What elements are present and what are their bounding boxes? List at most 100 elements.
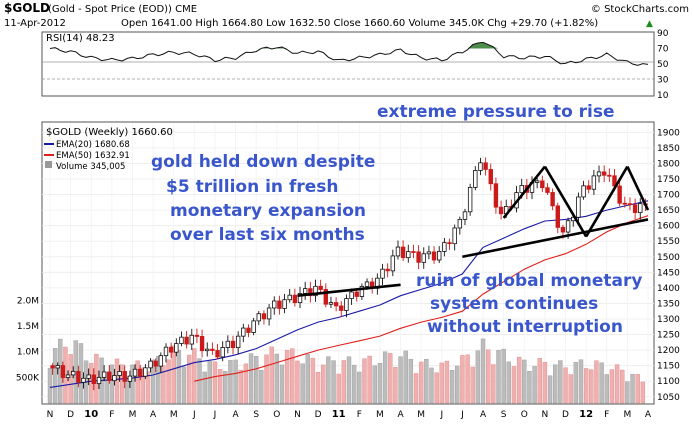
candle — [406, 251, 411, 259]
candle — [76, 370, 81, 383]
volume-bar — [609, 369, 615, 404]
candle — [442, 242, 447, 252]
volume-bar — [279, 364, 285, 404]
candle — [55, 365, 60, 369]
candle — [617, 185, 622, 204]
candle — [586, 185, 591, 190]
x-tick: M — [417, 410, 425, 420]
volume-bar — [403, 350, 408, 404]
candles — [50, 157, 648, 391]
annotation-right-3: without interruption — [427, 317, 623, 337]
candle — [395, 246, 401, 257]
candle — [400, 246, 406, 259]
rsi-label: RSI(14) 48.23 — [46, 33, 115, 44]
candle — [101, 371, 107, 378]
volume-bar — [480, 338, 486, 404]
x-tick: 11 — [332, 409, 346, 420]
ema20-label: EMA(20) 1680.68 — [56, 140, 130, 150]
candle — [194, 334, 200, 337]
price-tick: 1150 — [657, 362, 680, 372]
volume-bar — [408, 359, 414, 404]
volume-bar — [382, 351, 388, 404]
volume-bar — [109, 364, 115, 404]
x-tick: A — [233, 410, 240, 420]
candle — [292, 294, 298, 304]
volume-bar — [485, 349, 491, 404]
volume-bar — [362, 358, 367, 404]
x-tick: A — [150, 410, 157, 420]
volume-bar — [635, 374, 640, 404]
volume-bar — [558, 360, 563, 404]
candle — [168, 346, 174, 353]
x-tick: O — [273, 410, 280, 420]
rsi-tick: 10 — [657, 91, 669, 101]
rsi-tick: 70 — [657, 45, 669, 55]
price-tick: 1300 — [657, 315, 680, 325]
volume-bar — [192, 348, 197, 404]
candle — [112, 375, 117, 382]
candle — [354, 291, 359, 297]
candle — [323, 289, 329, 305]
x-tick: J — [460, 410, 464, 420]
volume-bar — [47, 368, 53, 404]
volume-bar — [150, 359, 156, 404]
trendlines — [297, 165, 650, 297]
x-tick: J — [192, 410, 196, 420]
volume-bar — [568, 374, 573, 404]
price-tick: 1900 — [657, 128, 680, 138]
trendline — [462, 218, 649, 259]
candle — [143, 367, 148, 377]
rsi-series — [49, 41, 649, 66]
volume-swatch — [45, 161, 52, 168]
candle — [127, 375, 133, 382]
candle — [591, 175, 597, 190]
x-tick: 12 — [579, 409, 593, 420]
candle — [215, 350, 220, 358]
x-tick: F — [109, 410, 114, 420]
candle — [478, 162, 483, 171]
volume-bar — [522, 359, 527, 404]
volume-bar — [243, 363, 249, 404]
price-tick: 1400 — [657, 284, 680, 294]
volume-bar — [553, 364, 558, 404]
volume-bar — [238, 369, 243, 404]
candle — [313, 285, 318, 297]
candle — [148, 360, 153, 369]
volume-bar — [248, 353, 254, 404]
ticker-title: $GOLD — [4, 1, 50, 15]
volume-bar — [424, 358, 429, 404]
volume-bar — [496, 349, 501, 404]
candle — [277, 300, 282, 309]
volume-bar — [274, 353, 280, 404]
volume-bar — [181, 366, 187, 404]
candle — [117, 371, 122, 376]
candle — [91, 374, 97, 385]
rsi-tick: 50 — [657, 60, 669, 70]
x-tick: A — [397, 410, 404, 420]
candle — [205, 348, 210, 352]
price-tick: 1350 — [657, 299, 680, 309]
volume-bar — [516, 356, 522, 404]
candle — [153, 360, 158, 367]
candle — [426, 251, 432, 255]
price-tick: 1050 — [657, 393, 680, 403]
candle — [565, 220, 571, 233]
price-panel-title: $GOLD (Weekly) 1660.60 — [46, 127, 173, 138]
volume-bar — [393, 367, 398, 404]
trendline — [585, 165, 629, 238]
volume-bar — [186, 354, 192, 404]
annotation-left-3: monetary expansion — [170, 201, 366, 221]
volume-bar — [614, 364, 620, 404]
rsi-tick: 30 — [657, 76, 669, 86]
candle — [302, 288, 308, 294]
volume-bar — [563, 367, 568, 404]
ema20-line — [49, 200, 649, 388]
x-tick: S — [501, 410, 507, 420]
candle — [349, 291, 354, 299]
candle — [488, 169, 493, 185]
trendline — [502, 165, 546, 219]
volume-bar — [52, 348, 58, 404]
candle — [339, 305, 344, 311]
x-tick: F — [604, 410, 609, 420]
volume-bar — [578, 359, 584, 404]
